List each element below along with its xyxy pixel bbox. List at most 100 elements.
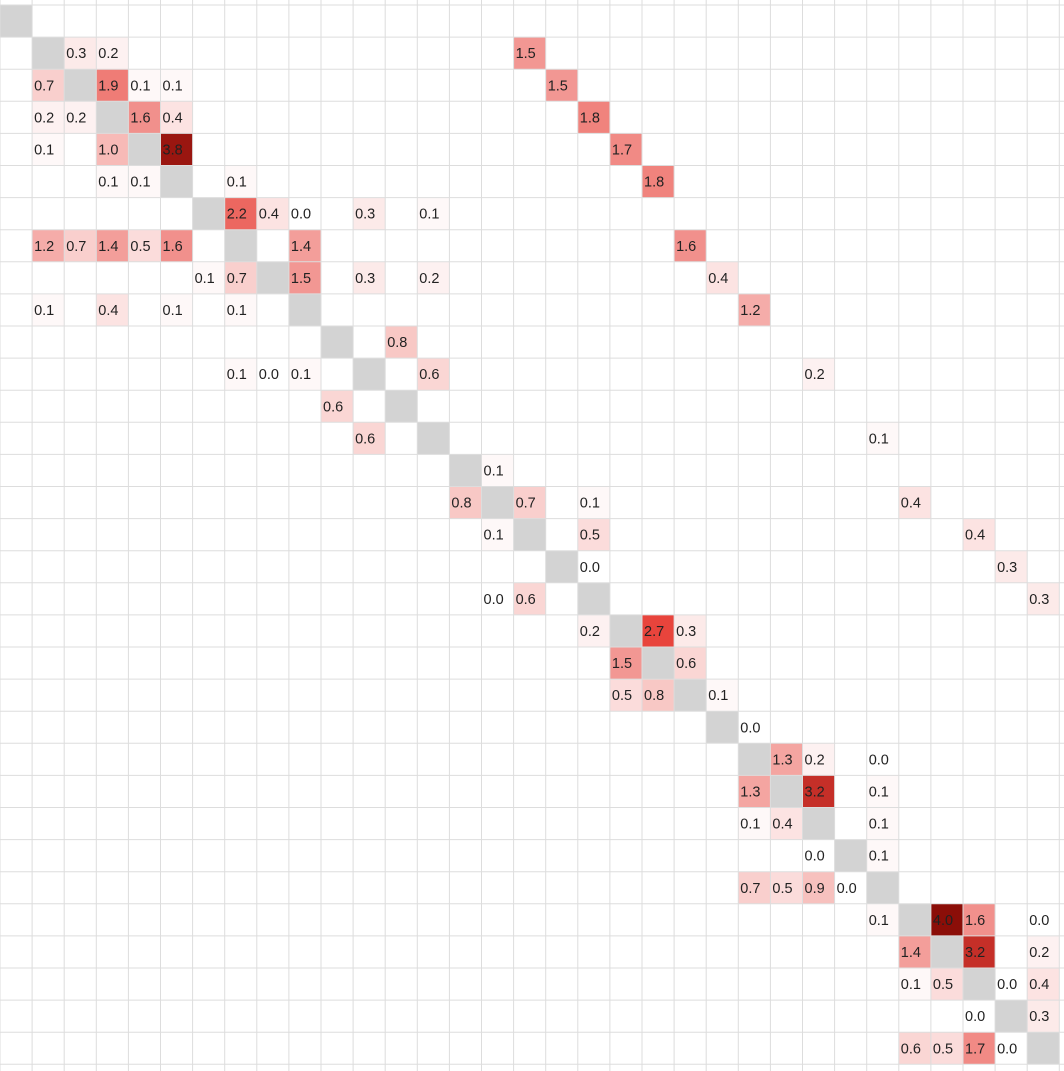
cell-value-label: 0.5 (580, 528, 600, 544)
cell-value-label: 0.3 (355, 271, 375, 287)
value-labels: 0.3 0.2 1.5 0.7 1.9 0.1 0.1 1.5 0.2 0.2 1.6 0.4 1.8 0… (34, 46, 1049, 1057)
heatmap-cell (513, 486, 546, 519)
heatmap-cell (866, 903, 899, 936)
heatmap-cell (930, 968, 963, 1001)
heatmap-cell (32, 293, 65, 326)
diagonal-cell (417, 422, 450, 455)
cell-value-label: 1.5 (516, 46, 536, 62)
cell-value-label: 0.1 (869, 431, 889, 447)
heatmap-cell (642, 679, 675, 712)
heatmap-cell (288, 197, 321, 230)
heatmap-cell (321, 390, 354, 423)
diagonal-cell (0, 5, 33, 38)
heatmap-cell (802, 775, 835, 808)
heatmap-cell (930, 1032, 963, 1065)
diagonal-cell (128, 133, 161, 166)
heatmap-cell (609, 133, 642, 166)
cell-value-label: 1.5 (612, 656, 632, 672)
diagonal-cell (995, 1000, 1028, 1033)
heatmap-cell (128, 165, 161, 198)
cell-value-label: 1.5 (291, 271, 311, 287)
heatmap-cell (32, 101, 65, 134)
cell-value-label: 0.5 (933, 1041, 953, 1057)
heatmap-cell (1027, 582, 1060, 615)
heatmap-cell (96, 133, 129, 166)
cell-value-label: 0.1 (708, 688, 728, 704)
diagonal-cell (64, 69, 97, 102)
diagonal-cell (160, 165, 193, 198)
diagonal-cell (288, 293, 321, 326)
cell-value-label: 0.1 (227, 303, 247, 319)
cell-value-label: 0.3 (1029, 1009, 1049, 1025)
cell-value-label: 0.1 (130, 175, 150, 191)
diagonal-cell (192, 197, 225, 230)
cell-value-label: 0.1 (34, 142, 54, 158)
heatmap-cell (224, 165, 257, 198)
heatmap-cell (160, 293, 193, 326)
heatmap-cell (995, 550, 1028, 583)
cell-value-label: 0.1 (869, 849, 889, 865)
heatmap-cell (866, 839, 899, 872)
cell-value-label: 1.2 (740, 303, 760, 319)
heatmap-cell (417, 261, 450, 294)
heatmap-cell (898, 968, 931, 1001)
heatmap-cell (353, 197, 386, 230)
cell-value-label: 0.1 (869, 817, 889, 833)
cell-value-label: 1.4 (291, 239, 311, 255)
cell-value-label: 0.6 (355, 431, 375, 447)
heatmap-cell (32, 69, 65, 102)
cell-value-label: 0.8 (451, 496, 471, 512)
heatmap-cell (866, 775, 899, 808)
heatmap-cell (96, 229, 129, 262)
cell-value-label: 0.1 (740, 817, 760, 833)
cell-value-label: 0.2 (1029, 945, 1049, 961)
diagonal-cell (224, 229, 257, 262)
cell-value-label: 0.6 (676, 656, 696, 672)
heatmap-cell (802, 871, 835, 904)
cell-value-label: 0.0 (740, 720, 760, 736)
cell-value-label: 0.4 (163, 110, 183, 126)
cell-value-label: 0.1 (34, 303, 54, 319)
cell-value-label: 4.0 (933, 913, 953, 929)
diagonal-cell (32, 37, 65, 70)
cell-value-label: 0.5 (130, 239, 150, 255)
cell-value-label: 1.8 (644, 175, 664, 191)
heatmap-cell (1027, 1000, 1060, 1033)
cell-value-label: 0.1 (163, 78, 183, 94)
heatmap-cell (1027, 903, 1060, 936)
cell-value-label: 0.1 (291, 367, 311, 383)
heatmap-cell (481, 454, 514, 487)
cell-value-label: 3.8 (163, 142, 183, 158)
heatmap-cell (674, 229, 707, 262)
cell-value-label: 0.4 (772, 817, 792, 833)
heatmap-cell (609, 647, 642, 680)
heatmap-cell (963, 518, 996, 551)
cell-value-label: 0.3 (66, 46, 86, 62)
diagonal-cell (609, 614, 642, 647)
cell-value-label: 2.2 (227, 207, 247, 223)
cell-value-label: 0.0 (1029, 913, 1049, 929)
cell-value-label: 0.1 (484, 528, 504, 544)
heatmap-cell (770, 807, 803, 840)
cell-value-label: 0.0 (580, 560, 600, 576)
heatmap-cell (96, 69, 129, 102)
cell-value-label: 0.1 (163, 303, 183, 319)
value-cells (32, 37, 1060, 1065)
heatmap-cell (353, 422, 386, 455)
heatmap-cell (64, 229, 97, 262)
cell-value-label: 0.1 (98, 175, 118, 191)
heatmap-cell (256, 358, 289, 391)
heatmap-cell (64, 101, 97, 134)
cell-value-label: 0.7 (66, 239, 86, 255)
cell-value-label: 1.3 (740, 784, 760, 800)
heatmap-cell (738, 293, 771, 326)
cell-value-label: 0.3 (676, 624, 696, 640)
cell-value-label: 0.6 (516, 592, 536, 608)
heatmap-cell (963, 1000, 996, 1033)
cell-value-label: 0.1 (580, 496, 600, 512)
heatmap-cell (963, 903, 996, 936)
heatmap-cell (224, 197, 257, 230)
heatmap-cell (706, 679, 739, 712)
cell-value-label: 0.4 (98, 303, 118, 319)
